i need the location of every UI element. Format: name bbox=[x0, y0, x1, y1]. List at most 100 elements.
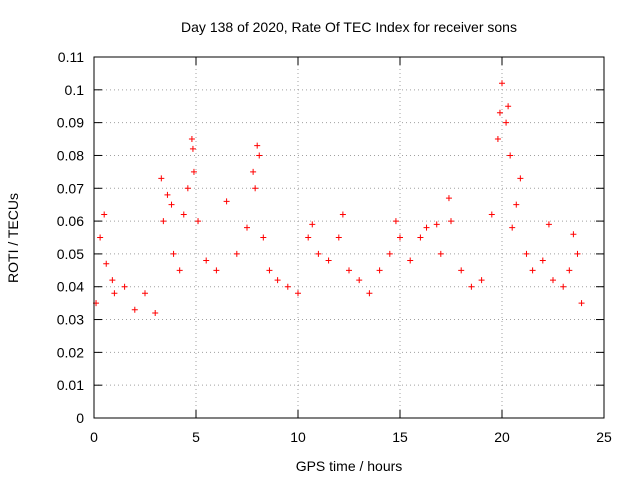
data-point bbox=[509, 224, 516, 231]
y-tick-label: 0.1 bbox=[65, 82, 85, 98]
data-point bbox=[574, 250, 581, 257]
data-point bbox=[309, 221, 316, 228]
data-point bbox=[339, 211, 346, 218]
data-point bbox=[152, 309, 159, 316]
data-point bbox=[376, 267, 383, 274]
data-point bbox=[505, 103, 512, 110]
y-tick-label: 0.02 bbox=[57, 344, 84, 360]
data-point bbox=[233, 250, 240, 257]
axis-ticks bbox=[93, 56, 605, 419]
data-point bbox=[392, 218, 399, 225]
y-tick-label: 0.07 bbox=[57, 180, 84, 196]
data-point bbox=[203, 257, 210, 264]
data-point bbox=[503, 119, 510, 126]
x-tick-label: 25 bbox=[596, 429, 612, 445]
data-point bbox=[315, 250, 322, 257]
data-point bbox=[274, 277, 281, 284]
data-point bbox=[346, 267, 352, 274]
x-tick-label: 5 bbox=[192, 429, 200, 445]
data-point bbox=[386, 250, 393, 257]
x-tick-labels: 0 5 10 15 20 25 bbox=[90, 429, 612, 445]
data-point bbox=[254, 142, 261, 149]
data-point bbox=[488, 211, 495, 218]
data-point bbox=[325, 257, 332, 264]
y-tick-label: 0.04 bbox=[57, 279, 84, 295]
data-point bbox=[213, 267, 220, 274]
data-point bbox=[417, 234, 424, 241]
y-tick-label: 0.01 bbox=[57, 377, 84, 393]
y-tick-label: 0.05 bbox=[57, 246, 84, 262]
data-point bbox=[397, 234, 403, 241]
x-axis-label: GPS time / hours bbox=[296, 458, 403, 474]
grid-lines bbox=[94, 57, 604, 418]
data-point bbox=[184, 185, 191, 192]
data-point bbox=[507, 152, 514, 159]
data-point bbox=[190, 168, 197, 175]
data-point bbox=[566, 267, 573, 274]
chart-title: Day 138 of 2020, Rate Of TEC Index for r… bbox=[181, 19, 517, 35]
data-point bbox=[423, 224, 430, 231]
data-point bbox=[131, 306, 138, 313]
data-point bbox=[356, 277, 363, 284]
data-point bbox=[109, 277, 116, 284]
data-point bbox=[433, 221, 440, 228]
y-tick-label: 0.11 bbox=[58, 49, 84, 65]
y-tick-label: 0.03 bbox=[57, 312, 84, 328]
data-point bbox=[164, 191, 171, 198]
data-point bbox=[266, 267, 273, 274]
data-point bbox=[160, 218, 167, 225]
data-point bbox=[550, 277, 556, 284]
data-point bbox=[366, 290, 373, 297]
data-point bbox=[499, 80, 505, 87]
data-point bbox=[407, 257, 414, 264]
data-point bbox=[437, 250, 444, 257]
data-point bbox=[529, 267, 536, 274]
data-point bbox=[560, 283, 567, 290]
data-point bbox=[121, 283, 128, 290]
data-point bbox=[445, 195, 452, 202]
data-point bbox=[188, 136, 195, 143]
y-tick-label: 0.06 bbox=[57, 213, 84, 229]
data-point bbox=[335, 234, 342, 241]
data-point bbox=[170, 250, 177, 257]
data-point bbox=[305, 234, 312, 241]
data-point bbox=[260, 234, 267, 241]
data-point bbox=[578, 300, 585, 307]
data-point bbox=[570, 231, 577, 238]
data-point bbox=[142, 290, 148, 297]
data-point bbox=[97, 234, 104, 241]
data-point bbox=[478, 277, 485, 284]
x-tick-label: 20 bbox=[494, 429, 510, 445]
data-point bbox=[111, 290, 118, 297]
data-point bbox=[101, 211, 108, 218]
y-tick-label: 0 bbox=[76, 410, 84, 426]
y-tick-label: 0.08 bbox=[57, 147, 84, 163]
data-point bbox=[545, 221, 552, 228]
y-tick-label: 0.09 bbox=[57, 115, 84, 131]
data-point bbox=[168, 201, 175, 208]
data-point bbox=[539, 257, 546, 264]
data-point bbox=[223, 198, 230, 205]
data-point bbox=[158, 175, 165, 182]
x-tick-label: 10 bbox=[290, 429, 306, 445]
data-point bbox=[250, 168, 257, 175]
data-point bbox=[252, 185, 259, 192]
x-tick-label: 0 bbox=[90, 429, 98, 445]
data-point bbox=[189, 145, 196, 152]
data-point bbox=[256, 152, 263, 159]
data-point bbox=[523, 250, 530, 257]
data-point bbox=[180, 211, 187, 218]
data-point bbox=[458, 267, 465, 274]
plot-frame bbox=[93, 56, 605, 419]
data-point bbox=[468, 283, 475, 290]
data-point bbox=[496, 109, 503, 116]
y-axis-label: ROTI / TECUs bbox=[5, 193, 21, 283]
data-point bbox=[284, 283, 291, 290]
data-point bbox=[494, 136, 501, 143]
data-point bbox=[513, 201, 520, 208]
data-point bbox=[295, 290, 301, 297]
data-point bbox=[517, 175, 524, 182]
y-tick-labels: 0 0.01 0.02 0.03 0.04 0.05 0.06 0.07 0.08 0.09 0.1… bbox=[57, 49, 84, 426]
data-markers bbox=[93, 80, 585, 316]
